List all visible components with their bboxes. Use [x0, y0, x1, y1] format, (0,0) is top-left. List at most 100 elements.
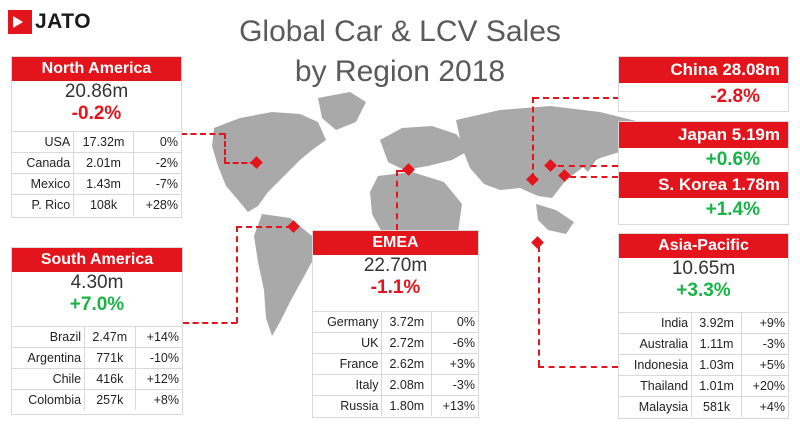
- north-america-table: USA 17.32m 0% Canada 2.01m -2% Mexico 1.43m -7…: [12, 131, 181, 215]
- volume-cell: 108k: [73, 194, 134, 215]
- change-cell: +3%: [431, 353, 478, 375]
- apac-leader-h: [538, 366, 618, 368]
- jato-logo-mark: [8, 10, 32, 34]
- jato-logo: JATO: [8, 9, 91, 35]
- emea-leader-v: [396, 170, 398, 230]
- change-cell: -2%: [133, 152, 181, 174]
- asia-pacific-header: Asia-Pacific: [619, 234, 788, 258]
- change-cell: 0%: [431, 311, 478, 333]
- country-cell: UK: [313, 332, 382, 354]
- greenland-landmass: [318, 92, 366, 130]
- volume-cell: 3.92m: [691, 312, 743, 334]
- country-cell: P. Rico: [12, 194, 74, 215]
- title-line-2: by Region 2018: [294, 55, 506, 88]
- europe-landmass: [380, 126, 470, 170]
- change-cell: +9%: [741, 312, 788, 334]
- volume-cell: 1.11m: [691, 333, 743, 355]
- change-cell: -6%: [431, 332, 478, 354]
- volume-cell: 1.01m: [691, 375, 743, 397]
- country-cell: France: [313, 353, 382, 375]
- china-leader-h: [533, 97, 619, 99]
- south-america-panel: South America 4.30m +7.0% Brazil 2.47m +14…: [11, 247, 183, 415]
- table-row: India 3.92m +9%: [619, 312, 788, 334]
- volume-cell: 1.80m: [381, 395, 433, 416]
- change-cell: -10%: [135, 347, 182, 369]
- volume-cell: 771k: [84, 347, 136, 369]
- table-row: Brazil 2.47m +14%: [12, 326, 182, 348]
- table-row: USA 17.32m 0%: [12, 131, 181, 153]
- country-cell: USA: [12, 131, 74, 153]
- volume-cell: 2.62m: [381, 353, 433, 375]
- south-korea-change: +1.4%: [705, 199, 760, 220]
- table-row: UK 2.72m -6%: [313, 332, 478, 354]
- table-row: Indonesia 1.03m +5%: [619, 354, 788, 376]
- table-row: Russia 1.80m +13%: [313, 395, 478, 416]
- change-cell: 0%: [133, 131, 181, 153]
- asia-landmass: [456, 106, 652, 198]
- volume-cell: 581k: [691, 396, 743, 417]
- table-row: Canada 2.01m -2%: [12, 152, 181, 174]
- country-cell: Malaysia: [619, 396, 692, 417]
- north-america-header: North America: [12, 57, 181, 81]
- change-cell: -7%: [133, 173, 181, 195]
- china-panel: China 28.08m -2.8%: [618, 56, 789, 112]
- page-title: Global Car & LCV Sales by Region 2018: [200, 12, 600, 92]
- south-america-total: 4.30m: [70, 272, 124, 293]
- south-america-change: +7.0%: [69, 294, 125, 315]
- north-america-change: -0.2%: [71, 103, 122, 124]
- table-row: Mexico 1.43m -7%: [12, 173, 181, 195]
- change-cell: +5%: [741, 354, 788, 376]
- sa-leader-h2: [236, 226, 292, 228]
- country-cell: Germany: [313, 311, 382, 333]
- country-cell: Russia: [313, 395, 382, 416]
- south-america-landmass: [254, 214, 314, 336]
- country-cell: Brazil: [12, 326, 85, 348]
- emea-table: Germany 3.72m 0% UK 2.72m -6% France 2.62m +3%…: [313, 311, 478, 416]
- emea-change: -1.1%: [370, 277, 421, 298]
- na-leader-h: [181, 133, 225, 135]
- volume-cell: 1.03m: [691, 354, 743, 376]
- change-cell: -3%: [431, 374, 478, 396]
- volume-cell: 1.43m: [73, 173, 134, 195]
- china-header: China 28.08m: [619, 57, 788, 83]
- north-america-landmass: [212, 112, 326, 212]
- title-line-1: Global Car & LCV Sales: [239, 15, 561, 48]
- table-row: Colombia 257k +8%: [12, 389, 182, 410]
- north-america-total: 20.86m: [64, 81, 129, 102]
- table-row: Argentina 771k -10%: [12, 347, 182, 369]
- table-row: Italy 2.08m -3%: [313, 374, 478, 396]
- korea-leader-h: [570, 176, 618, 178]
- country-cell: India: [619, 312, 692, 334]
- country-cell: Italy: [313, 374, 382, 396]
- volume-cell: 416k: [84, 368, 136, 390]
- jato-logo-text: JATO: [35, 10, 92, 33]
- table-row: Malaysia 581k +4%: [619, 396, 788, 417]
- change-cell: +14%: [135, 326, 182, 348]
- change-cell: +12%: [135, 368, 182, 390]
- china-change: -2.8%: [710, 86, 760, 107]
- asia-pacific-change: +3.3%: [676, 280, 731, 301]
- table-row: Chile 416k +12%: [12, 368, 182, 390]
- country-cell: Canada: [12, 152, 74, 174]
- table-row: Australia 1.11m -3%: [619, 333, 788, 355]
- change-cell: +8%: [135, 389, 182, 410]
- volume-cell: 2.08m: [381, 374, 433, 396]
- country-cell: Colombia: [12, 389, 85, 410]
- country-cell: Australia: [619, 333, 692, 355]
- sa-leader-h: [183, 322, 237, 324]
- emea-total: 22.70m: [363, 255, 428, 276]
- table-row: Thailand 1.01m +20%: [619, 375, 788, 397]
- sa-leader-v: [236, 226, 238, 323]
- volume-cell: 2.01m: [73, 152, 134, 174]
- asia-pacific-panel: Asia-Pacific 10.65m +3.3% India 3.92m +9% …: [618, 233, 789, 419]
- change-cell: -3%: [741, 333, 788, 355]
- south-america-table: Brazil 2.47m +14% Argentina 771k -10% Chile 4…: [12, 326, 182, 410]
- volume-cell: 2.72m: [381, 332, 433, 354]
- country-cell: Mexico: [12, 173, 74, 195]
- emea-header: EMEA: [313, 231, 478, 255]
- japan-korea-panel: Japan 5.19m +0.6% S. Korea 1.78m +1.4%: [618, 121, 789, 225]
- change-cell: +13%: [431, 395, 478, 416]
- asia-pacific-total: 10.65m: [671, 258, 736, 279]
- table-row: Germany 3.72m 0%: [313, 311, 478, 333]
- southeast-asia-landmass: [536, 204, 574, 234]
